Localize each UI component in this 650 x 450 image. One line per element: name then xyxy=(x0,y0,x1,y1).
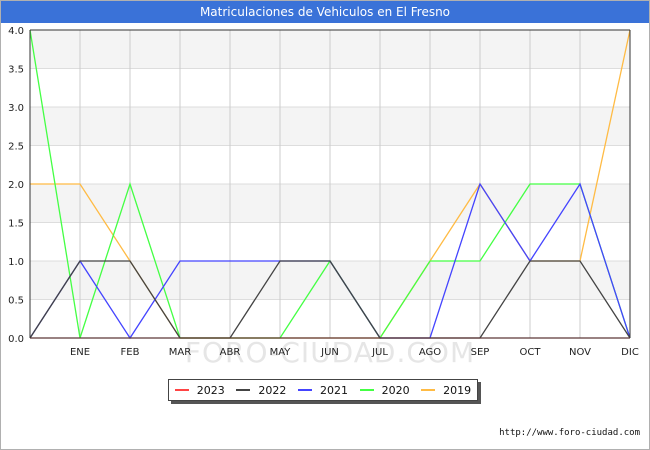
x-tick-labels: ENE FEB MAR ABR MAY JUN JUL AGO SEP OCT NOV DIC xyxy=(70,347,639,358)
series-line-2022 xyxy=(29,260,631,339)
y-tick-label: 2.0 xyxy=(8,180,24,191)
x-tick-label: SEP xyxy=(471,347,490,358)
y-tick-label: 3.0 xyxy=(8,103,24,114)
y-tick-label: 1.5 xyxy=(8,219,24,230)
y-tick-label: 2.5 xyxy=(8,142,24,153)
y-tick-label: 0.0 xyxy=(8,334,24,345)
y-tick-label: 4.0 xyxy=(8,26,24,37)
chart-title: Matriculaciones de Vehiculos en El Fresn… xyxy=(1,1,649,23)
legend-swatch xyxy=(236,389,251,391)
x-tick-label: MAR xyxy=(169,347,191,358)
legend-item-2020: 2020 xyxy=(359,383,410,397)
legend-label: 2023 xyxy=(196,383,225,397)
legend-swatch xyxy=(421,389,436,391)
legend-swatch xyxy=(359,389,374,391)
x-tick-label: ABR xyxy=(220,347,241,358)
x-tick-label: DIC xyxy=(621,347,639,358)
legend-item-2022: 2022 xyxy=(236,384,286,397)
legend-item-2019: 2019 xyxy=(421,384,471,397)
y-tick-label: 0.5 xyxy=(8,296,24,307)
y-tick-labels: 0.0 0.5 1.0 1.5 2.0 2.5 3.0 3.5 4.0 xyxy=(8,26,24,345)
legend-label: 2022 xyxy=(258,383,287,397)
y-tick-label: 3.5 xyxy=(8,65,24,76)
x-tick-label: JUL xyxy=(371,347,388,358)
legend-swatch xyxy=(297,389,312,391)
legend-item-2021: 2021 xyxy=(297,383,348,397)
axes xyxy=(29,29,631,339)
legend-label: 2021 xyxy=(319,383,348,397)
legend-item-2023: 2023 xyxy=(174,383,225,397)
x-tick-label: OCT xyxy=(520,347,542,358)
x-tick-label: AGO xyxy=(419,347,441,358)
watermark: FORO-CIUDAD.COM xyxy=(185,336,475,369)
x-tick-label: FEB xyxy=(121,347,140,358)
source-url: http://www.foro-ciudad.com xyxy=(499,428,640,438)
y-tick-label: 1.0 xyxy=(8,257,24,268)
x-tick-label: ENE xyxy=(70,347,90,358)
legend-label: 2019 xyxy=(443,383,472,397)
legend-label: 2020 xyxy=(381,383,410,397)
legend: 2023 2022 2021 2020 2019 xyxy=(168,379,478,401)
x-tick-label: NOV xyxy=(569,347,591,358)
legend-swatch xyxy=(174,389,189,391)
x-tick-label: MAY xyxy=(270,347,292,358)
x-tick-label: JUN xyxy=(320,347,339,358)
